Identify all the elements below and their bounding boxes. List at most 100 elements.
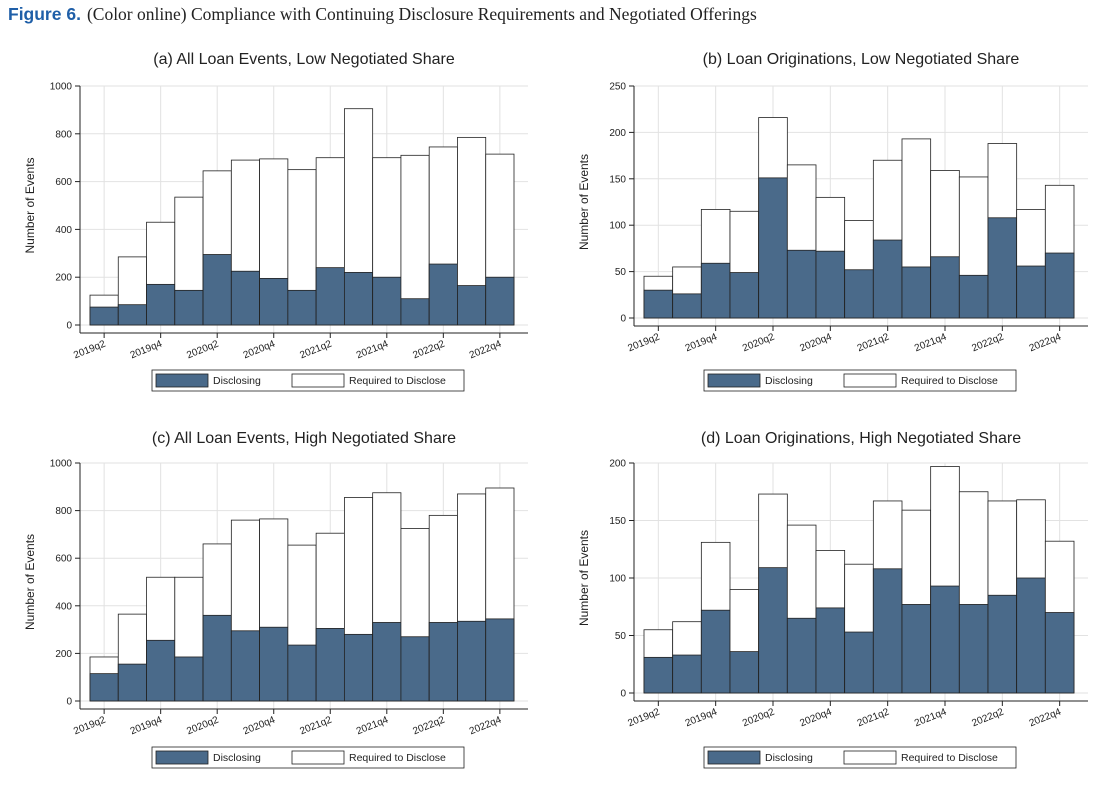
x-tick-label: 2019q2 — [626, 706, 661, 729]
bar-disclosing-2022q4 — [1044, 612, 1075, 694]
legend-label-required: Required to Disclose — [349, 752, 446, 764]
chart-title: (b) Loan Originations, Low Negotiated Sh… — [703, 51, 1020, 68]
bar-disclosing-2022q1 — [958, 604, 989, 694]
x-tick-label: 2021q2 — [856, 706, 891, 729]
x-tick-label: 2020q2 — [185, 714, 220, 737]
bar-disclosing-2022q3 — [457, 285, 487, 326]
bar-disclosing-2019q2 — [643, 289, 674, 319]
bar-disclosing-2021q2 — [872, 239, 903, 319]
y-axis-label: Number of Events — [577, 154, 591, 250]
bar-disclosing-2019q3 — [672, 654, 702, 694]
bar-disclosing-2021q1 — [844, 269, 874, 319]
chart-panel-d: 0 50 100 150 200 2019q2 2019q4 2020q2 2020q4 2021… — [577, 430, 1088, 769]
bar-disclosing-2022q3 — [1016, 265, 1046, 319]
bar-disclosing-2022q2 — [428, 622, 458, 702]
y-tick-label: 100 — [609, 574, 626, 585]
legend-label-disclosing: Disclosing — [213, 375, 261, 387]
legend-label-disclosing: Disclosing — [213, 752, 261, 764]
bar-disclosing-2022q3 — [457, 620, 487, 702]
y-tick-label: 200 — [609, 128, 626, 139]
y-tick-label: 400 — [55, 601, 72, 612]
x-tick-label: 2019q4 — [129, 338, 164, 361]
y-tick-label: 0 — [620, 314, 626, 325]
y-tick-label: 100 — [609, 221, 626, 232]
bar-disclosing-2022q2 — [987, 594, 1018, 694]
legend-swatch-disclosing — [707, 373, 761, 388]
legend-label-required: Required to Disclose — [349, 375, 446, 387]
x-tick-label: 2020q4 — [798, 331, 833, 354]
legend-swatch-required — [291, 750, 345, 765]
y-tick-label: 800 — [55, 506, 72, 517]
chart-title: (c) All Loan Events, High Negotiated Sha… — [152, 430, 456, 447]
bar-disclosing-2020q4 — [815, 607, 846, 694]
legend-swatch-required — [843, 373, 897, 388]
x-tick-label: 2020q4 — [798, 706, 833, 729]
bar-disclosing-2019q2 — [643, 656, 674, 694]
x-tick-label: 2022q2 — [411, 338, 446, 361]
y-tick-label: 0 — [66, 321, 72, 332]
x-tick-label: 2020q4 — [242, 338, 277, 361]
bar-disclosing-2021q3 — [343, 272, 374, 326]
bar-disclosing-2020q4 — [259, 626, 289, 702]
chart-title: (a) All Loan Events, Low Negotiated Shar… — [153, 51, 455, 68]
chart-title: (d) Loan Originations, High Negotiated S… — [701, 430, 1021, 447]
bar-disclosing-2019q4 — [700, 262, 731, 319]
bar-required-2022q1 — [400, 154, 430, 326]
bar-disclosing-2019q4 — [700, 609, 731, 694]
figure-label: Figure 6. — [8, 4, 81, 24]
bar-disclosing-2021q4 — [930, 585, 960, 694]
bar-disclosing-2020q3 — [230, 270, 260, 326]
y-tick-label: 50 — [615, 631, 627, 642]
chart-panel-a: 0 200 400 600 800 1000 2019q2 2019q4 2020q2 2020q… — [23, 51, 528, 392]
x-tick-label: 2022q2 — [970, 331, 1005, 354]
legend-label-required: Required to Disclose — [901, 375, 998, 387]
x-tick-label: 2022q4 — [1028, 706, 1063, 729]
legend-swatch-disclosing — [155, 373, 209, 388]
y-tick-label: 200 — [55, 649, 72, 660]
x-tick-label: 2020q2 — [185, 338, 220, 361]
bar-disclosing-2020q3 — [786, 617, 817, 694]
y-axis-label: Number of Events — [577, 530, 591, 626]
bar-disclosing-2022q2 — [987, 217, 1018, 319]
bar-disclosing-2021q3 — [901, 266, 932, 319]
x-tick-label: 2019q4 — [684, 331, 719, 354]
x-tick-label: 2021q2 — [298, 714, 333, 737]
legend: Disclosing Required to Disclose — [151, 746, 465, 769]
bar-disclosing-2021q3 — [901, 604, 932, 694]
x-tick-label: 2022q4 — [468, 338, 503, 361]
x-tick-label: 2019q4 — [684, 706, 719, 729]
bar-disclosing-2021q2 — [872, 568, 903, 694]
bar-disclosing-2020q2 — [202, 254, 232, 326]
bar-disclosing-2021q4 — [372, 622, 402, 702]
bar-disclosing-2021q1 — [287, 644, 317, 702]
bar-disclosing-2019q2 — [89, 673, 119, 702]
bar-disclosing-2020q4 — [815, 250, 846, 319]
legend-swatch-required — [843, 750, 897, 765]
bar-disclosing-2019q4 — [146, 639, 176, 702]
bar-disclosing-2020q3 — [786, 249, 817, 319]
x-tick-label: 2021q4 — [913, 331, 948, 354]
bar-disclosing-2021q2 — [315, 267, 345, 326]
bar-disclosing-2022q1 — [400, 298, 430, 326]
bar-disclosing-2020q1 — [174, 289, 204, 326]
bar-disclosing-2022q3 — [1016, 577, 1046, 694]
figure-caption: Figure 6. (Color online) Compliance with … — [8, 4, 757, 25]
y-tick-label: 400 — [55, 225, 72, 236]
x-tick-label: 2022q2 — [411, 714, 446, 737]
x-tick-label: 2019q2 — [72, 714, 107, 737]
y-axis-label: Number of Events — [23, 534, 37, 630]
x-tick-label: 2019q2 — [626, 331, 661, 354]
x-tick-label: 2021q2 — [298, 338, 333, 361]
bar-disclosing-2021q4 — [372, 276, 402, 326]
bar-disclosing-2020q1 — [729, 272, 760, 319]
x-tick-label: 2021q4 — [355, 338, 390, 361]
y-tick-label: 50 — [615, 267, 627, 278]
legend: Disclosing Required to Disclose — [703, 369, 1017, 392]
y-tick-label: 200 — [609, 459, 626, 470]
legend-swatch-disclosing — [707, 750, 761, 765]
bar-disclosing-2020q2 — [758, 177, 788, 319]
chart-panel-c: 0 200 400 600 800 1000 2019q2 2019q4 2020q2 2020q… — [23, 430, 528, 769]
bar-disclosing-2022q2 — [428, 263, 458, 326]
bar-disclosing-2021q4 — [930, 256, 960, 319]
x-tick-label: 2019q2 — [72, 338, 107, 361]
